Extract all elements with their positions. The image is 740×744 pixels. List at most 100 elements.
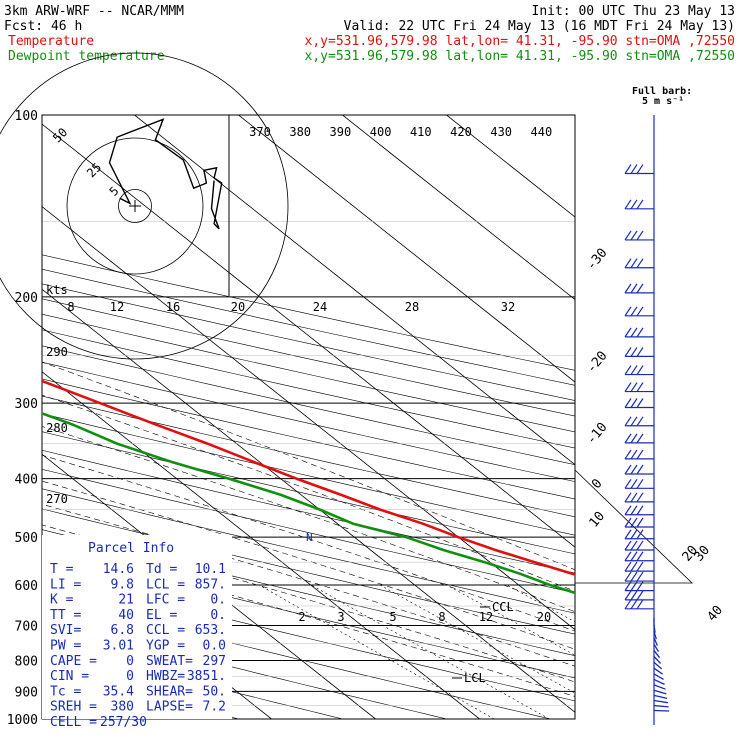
wind-barb-feather bbox=[636, 306, 644, 317]
wind-barb-feather bbox=[630, 551, 638, 562]
dewpoint-location: x,y=531.96,579.98 lat,lon= 41.31, -95.90… bbox=[305, 49, 735, 64]
parcel-value: 0 bbox=[126, 654, 134, 669]
barb-legend-unit: 5 m s⁻¹ bbox=[642, 96, 684, 107]
wind-barb bbox=[624, 382, 654, 393]
wind-barb-feather bbox=[636, 365, 644, 375]
pressure-tick-label: 300 bbox=[15, 397, 38, 412]
wind-barb-feather bbox=[636, 433, 644, 444]
parcel-key: TT = bbox=[50, 608, 81, 623]
parcel-value: 0. bbox=[210, 593, 226, 608]
lcl-label: LCL bbox=[464, 671, 486, 685]
wind-barb-feather bbox=[636, 561, 644, 572]
parcel-value: 297 bbox=[203, 654, 226, 669]
wind-barb-feather bbox=[636, 230, 644, 241]
theta-label: 380 bbox=[289, 125, 311, 139]
parcel-key: SHEAR= bbox=[146, 684, 193, 699]
wind-barb-feather bbox=[624, 529, 632, 540]
wind-barb-feather bbox=[636, 571, 644, 582]
parcel-info-box: Parcel Info T = 14.6 Td = 10.1 LI = 9.8 LCL = 8… bbox=[42, 535, 232, 730]
low-wind-barb bbox=[653, 631, 657, 640]
adiabat-label: 270 bbox=[46, 492, 68, 506]
wind-barb-feather bbox=[636, 416, 644, 427]
wind-barb bbox=[624, 306, 654, 317]
parcel-value: 0 bbox=[126, 669, 134, 684]
adiabat-label: 280 bbox=[46, 421, 68, 435]
wind-barb-feather bbox=[624, 540, 632, 551]
wind-barb-feather bbox=[630, 382, 638, 392]
mixing-ratio-label: 5 bbox=[389, 610, 396, 624]
barb-legend-title: Full barb: bbox=[632, 86, 692, 97]
wind-barb-feather bbox=[636, 599, 644, 610]
wind-barb bbox=[624, 571, 654, 582]
pressure-tick-label: 700 bbox=[15, 619, 38, 634]
wind-barb-feather bbox=[636, 347, 644, 357]
wind-barb-feather bbox=[624, 449, 632, 460]
parcel-key: K = bbox=[50, 593, 74, 608]
legend-temperature: Temperature bbox=[8, 34, 94, 49]
wind-barb bbox=[624, 540, 654, 551]
wind-barb-feather bbox=[624, 505, 632, 516]
wind-barb-feather bbox=[630, 283, 638, 294]
parcel-value: 3851. bbox=[187, 669, 226, 684]
parcel-key: T = bbox=[50, 562, 74, 577]
wind-barb-feather bbox=[624, 416, 632, 427]
isotherm-line bbox=[42, 371, 480, 719]
wind-barb-feather bbox=[636, 551, 644, 562]
isotherm-label: 40 bbox=[705, 603, 727, 625]
wind-barb-feather bbox=[624, 258, 632, 269]
low-wind-barb bbox=[653, 709, 670, 712]
wind-barb-feather bbox=[624, 327, 632, 338]
wind-barb-feather bbox=[630, 306, 638, 317]
hodograph-speed-label: kts bbox=[46, 283, 68, 297]
wind-barb-feather bbox=[624, 230, 632, 241]
wind-barb-feather bbox=[630, 433, 638, 444]
theta-label: 400 bbox=[370, 125, 392, 139]
parcel-value: 3.01 bbox=[103, 639, 134, 654]
parcel-key: Td = bbox=[146, 562, 177, 577]
isotherm-line bbox=[42, 453, 376, 719]
pressure-tick-label: 100 bbox=[15, 109, 38, 124]
wind-barb bbox=[624, 327, 654, 338]
parcel-row: CELL = 257/30 bbox=[50, 715, 147, 730]
wind-barb bbox=[624, 258, 654, 269]
hodograph-ring-label: 25 bbox=[84, 160, 104, 180]
parcel-key: LCL = bbox=[146, 577, 185, 592]
wind-barb-feather bbox=[624, 464, 632, 475]
low-wind-barb bbox=[653, 673, 664, 680]
wind-barb-feather bbox=[630, 449, 638, 460]
pressure-tick-label: 400 bbox=[15, 473, 38, 488]
temperature-profile bbox=[42, 379, 575, 576]
wind-barb-feather bbox=[624, 347, 632, 357]
wind-barb-feather bbox=[624, 365, 632, 375]
wind-barb bbox=[624, 449, 654, 460]
hodograph-ring bbox=[118, 189, 152, 223]
parcel-value: 50. bbox=[203, 684, 226, 699]
wind-barb-feather bbox=[624, 164, 632, 174]
parcel-key: Tc = bbox=[50, 684, 81, 699]
wind-barb-feather bbox=[630, 416, 638, 427]
mixing-ratio-label: 2 bbox=[298, 610, 305, 624]
barb-panel-edge bbox=[574, 469, 693, 584]
wind-barb bbox=[624, 199, 654, 210]
adiabat-label: 290 bbox=[46, 345, 68, 359]
wind-barb-feather bbox=[624, 571, 632, 582]
hodograph-ring bbox=[0, 52, 289, 360]
wind-barb-feather bbox=[630, 199, 638, 210]
wind-barb-feather bbox=[636, 464, 644, 475]
wind-barb-feather bbox=[636, 505, 644, 516]
wind-barb-feather bbox=[624, 382, 632, 392]
wind-barb bbox=[624, 230, 654, 241]
low-wind-barb bbox=[653, 656, 662, 664]
parcel-row: CAPE = 0 SWEAT= 297 bbox=[50, 654, 226, 669]
pressure-tick-label: 900 bbox=[15, 685, 38, 700]
wind-barb bbox=[624, 365, 654, 376]
isotherm-line bbox=[238, 115, 575, 383]
pressure-tick-label: 600 bbox=[15, 579, 38, 594]
speed-axis-label: 32 bbox=[501, 300, 515, 314]
wind-barb-feather bbox=[630, 164, 638, 174]
isotherm-label: 30 bbox=[692, 543, 714, 565]
theta-label: 440 bbox=[531, 125, 553, 139]
wind-barb bbox=[624, 164, 654, 175]
low-wind-barb bbox=[653, 650, 661, 659]
low-wind-barb bbox=[653, 643, 660, 653]
